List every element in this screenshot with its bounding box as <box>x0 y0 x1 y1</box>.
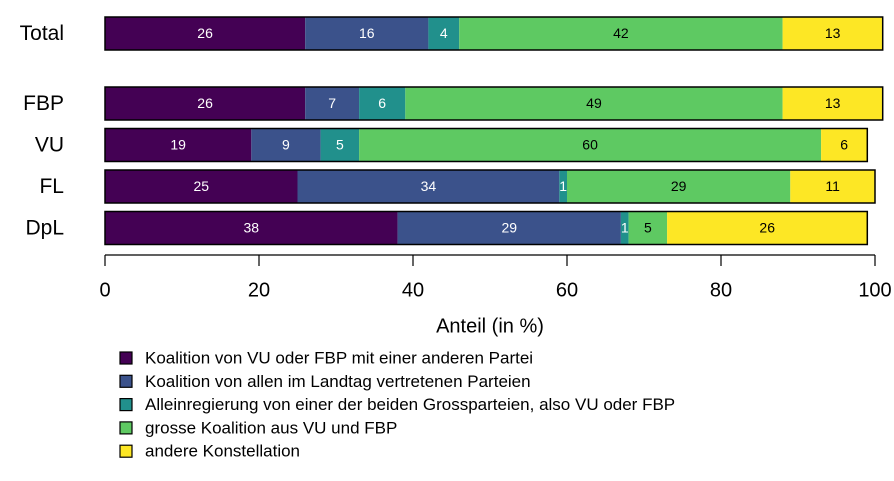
data-label: 1 <box>621 220 629 236</box>
bar-segment <box>359 128 822 162</box>
y-tick-label: FBP <box>23 92 64 115</box>
legend-label: grosse Koalition aus VU und FBP <box>145 418 397 437</box>
legend-swatch <box>119 351 133 365</box>
data-label: 5 <box>644 220 652 236</box>
bar-segment <box>667 211 868 245</box>
bar-outline <box>104 86 884 121</box>
bar-segment <box>305 17 429 50</box>
data-label: 34 <box>421 178 437 194</box>
bar-outline <box>104 127 869 163</box>
data-label: 19 <box>170 137 186 153</box>
x-tick-label: 40 <box>402 279 424 301</box>
y-tick-label: Total <box>20 22 64 45</box>
bar-outline <box>104 16 884 51</box>
data-label: 1 <box>559 178 567 194</box>
bar-segment <box>559 170 567 203</box>
bar-segment <box>628 211 668 245</box>
bar-segment <box>459 17 783 50</box>
data-label: 26 <box>759 220 775 236</box>
legend-label: Alleinregierung von einer der beiden Gro… <box>145 395 675 414</box>
data-label: 11 <box>825 178 840 194</box>
bar-segment <box>359 87 406 120</box>
bar-segment <box>305 87 360 120</box>
bar-segment <box>105 211 398 245</box>
bar-outline <box>104 169 876 204</box>
bar-segment <box>320 128 360 162</box>
legend-label: Koalition von allen im Landtag vertreten… <box>145 372 531 391</box>
bar-segment <box>782 87 883 120</box>
data-label: 25 <box>193 178 209 194</box>
y-tick-label: DpL <box>25 217 64 240</box>
data-label: 60 <box>582 137 598 153</box>
legend-label: Koalition von VU oder FBP mit einer ande… <box>145 348 533 367</box>
data-label: 13 <box>825 25 841 41</box>
bar-segment <box>297 170 560 203</box>
data-label: 9 <box>282 137 290 153</box>
bar-segment <box>105 87 306 120</box>
data-label: 13 <box>825 95 841 111</box>
data-label: 29 <box>501 220 517 236</box>
bar-segment <box>428 17 460 50</box>
x-axis-label: Anteil (in %) <box>436 315 544 337</box>
data-label: 4 <box>440 25 448 41</box>
bar-segment <box>105 17 306 50</box>
x-tick-label: 100 <box>858 279 891 301</box>
legend-swatch <box>119 374 133 388</box>
legend-swatch <box>119 444 133 458</box>
legend-label: andere Konstellation <box>145 442 300 461</box>
bar-segment <box>782 17 883 50</box>
data-label: 16 <box>359 25 375 41</box>
bar-segment <box>105 128 252 162</box>
data-label: 42 <box>613 25 629 41</box>
data-label: 7 <box>328 95 336 111</box>
legend-swatch <box>119 398 133 412</box>
y-tick-label: VU <box>35 134 64 157</box>
x-tick-label: 80 <box>710 279 732 301</box>
legend-swatch <box>119 421 133 435</box>
bar-segment <box>105 170 298 203</box>
x-tick-label: 0 <box>99 279 110 301</box>
bar-segment <box>405 87 783 120</box>
data-label: 38 <box>244 220 260 236</box>
bar-segment <box>821 128 868 162</box>
x-tick-label: 20 <box>248 279 270 301</box>
data-label: 29 <box>671 178 687 194</box>
bar-outline <box>104 210 869 246</box>
data-label: 6 <box>378 95 386 111</box>
bar-segment <box>567 170 791 203</box>
data-label: 26 <box>197 95 213 111</box>
data-label: 49 <box>586 95 602 111</box>
bar-segment <box>620 211 629 245</box>
data-label: 26 <box>197 25 213 41</box>
y-tick-label: FL <box>39 175 64 198</box>
bar-segment <box>790 170 875 203</box>
x-tick-label: 60 <box>556 279 578 301</box>
bar-segment <box>251 128 321 162</box>
bar-segment <box>397 211 621 245</box>
data-label: 6 <box>840 137 848 153</box>
data-label: 5 <box>336 137 344 153</box>
